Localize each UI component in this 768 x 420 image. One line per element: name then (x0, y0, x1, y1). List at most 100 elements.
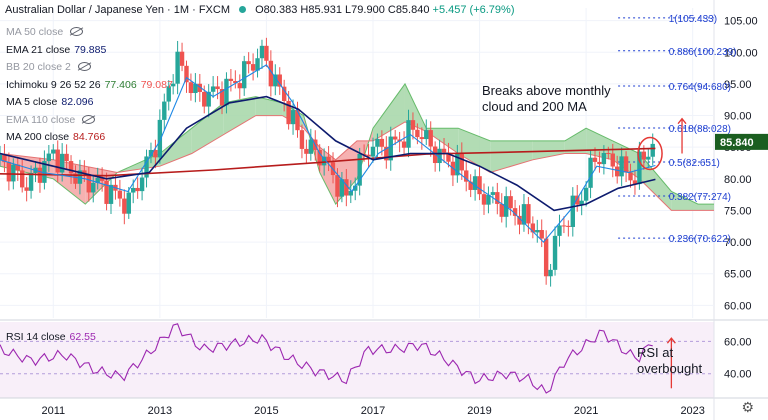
candle-up (210, 86, 216, 92)
y-tick-label: 100.00 (724, 47, 758, 59)
candle-down (468, 181, 473, 190)
candle-up (0, 154, 3, 160)
rsi-tick-label: 40.00 (724, 369, 752, 381)
candle-down (410, 120, 416, 130)
candle-down (379, 138, 385, 147)
candle-down (299, 130, 305, 149)
x-tick-label: 2015 (254, 405, 278, 417)
candle-up (583, 187, 589, 201)
candle-up (273, 74, 278, 87)
candle-down (99, 177, 105, 181)
candle-up (619, 156, 624, 177)
candle-down (530, 223, 536, 233)
legend-row[interactable]: MA 50 close (6, 26, 87, 39)
hidden-eye-icon[interactable] (82, 114, 96, 124)
candle-up (91, 182, 96, 193)
candle-down (64, 153, 69, 162)
candle-down (326, 156, 331, 163)
candle-up (175, 51, 180, 84)
legend-row[interactable]: MA 5 close 82.096 (6, 96, 97, 109)
candle-up (637, 151, 642, 185)
hidden-eye-icon[interactable] (77, 62, 91, 71)
legend-row[interactable]: BB 20 close 2 (6, 61, 95, 74)
fib-level-label: 0.764(94.680) (669, 82, 731, 93)
candle-up (28, 172, 34, 191)
cloud-segment-bullish (191, 102, 224, 154)
legend-value: 77.406 (104, 78, 137, 91)
legend-row[interactable]: Ichimoku 9 26 52 26 77.406 79.087 (6, 79, 177, 92)
high-value: H85.931 (300, 4, 342, 16)
candle-up (339, 179, 345, 197)
x-tick-label: 2021 (574, 405, 598, 417)
candle-up (144, 156, 149, 178)
candle-up (437, 148, 442, 164)
rsi-line (0, 323, 653, 394)
candle-down (277, 74, 282, 87)
legend-label: Ichimoku 9 26 52 26 (6, 78, 101, 91)
candle-down (68, 161, 74, 174)
cloud-segment-bullish (223, 96, 256, 135)
candle-up (375, 138, 380, 147)
legend-label: MA 200 close (6, 131, 70, 143)
candle-up (126, 192, 131, 214)
candle-down (188, 82, 194, 94)
x-tick-label: 2011 (41, 405, 65, 417)
y-tick-label: 105.00 (724, 16, 758, 28)
ma5-line (0, 64, 656, 243)
last-price-label: 85.840 (720, 137, 754, 149)
candle-up (51, 149, 56, 154)
candle-down (477, 176, 482, 195)
candle-up (472, 176, 478, 190)
candle-down (250, 64, 256, 71)
fib-level-label: 1(105.433) (669, 14, 717, 25)
candle-up (557, 225, 562, 236)
candle-up (588, 157, 593, 188)
cloud-segment-bullish (698, 204, 714, 211)
candle-up (353, 185, 358, 191)
candle-down (526, 204, 531, 224)
y-tick-label: 80.00 (724, 174, 752, 186)
candle-down (401, 141, 407, 148)
x-tick-label: 2017 (361, 405, 385, 417)
candle-up (535, 230, 540, 233)
candle-up (321, 156, 327, 166)
candle-up (455, 152, 460, 176)
y-tick-label: 95.00 (724, 79, 752, 91)
candle-down (184, 65, 189, 83)
candle-up (548, 269, 553, 277)
candle-down (2, 154, 7, 163)
candle-down (592, 157, 598, 162)
legend-row[interactable]: MA 200 close 84.766 (6, 131, 109, 144)
hidden-eye-icon[interactable] (70, 27, 84, 36)
breakout-annotation: Breaks above monthly cloud and 200 MA (482, 83, 611, 114)
candle-down (508, 196, 513, 209)
rsi-annotation: RSI at overbought (637, 345, 703, 376)
candle-down (24, 187, 29, 191)
candle-down (82, 170, 87, 175)
candle-up (357, 153, 362, 186)
candle-down (15, 164, 20, 171)
candle-down (202, 91, 207, 107)
candle-down (632, 180, 638, 185)
rsi-arrowhead (666, 337, 676, 344)
chart-header: Australian Dollar / Japanese Yen · 1M · … (5, 4, 514, 16)
settings-gear-icon[interactable]: ⚙ (741, 399, 754, 415)
legend-row[interactable]: EMA 110 close (6, 114, 99, 127)
candle-down (344, 179, 349, 196)
y-tick-label: 60.00 (724, 300, 752, 312)
candle-up (95, 177, 100, 183)
candle-up (193, 83, 198, 94)
candle-up (77, 170, 83, 184)
candle-up (59, 153, 65, 173)
candle-up (552, 235, 558, 270)
candle-down (264, 45, 269, 61)
candle-up (131, 187, 136, 193)
legend-row[interactable]: EMA 21 close 79.885 (6, 44, 110, 57)
candle-up (490, 192, 496, 195)
candle-down (499, 203, 504, 217)
legend-value: 79.885 (74, 43, 107, 56)
fib-level-label: 0.618(88.028) (669, 124, 731, 135)
candle-down (104, 180, 109, 204)
candle-up (108, 184, 114, 204)
